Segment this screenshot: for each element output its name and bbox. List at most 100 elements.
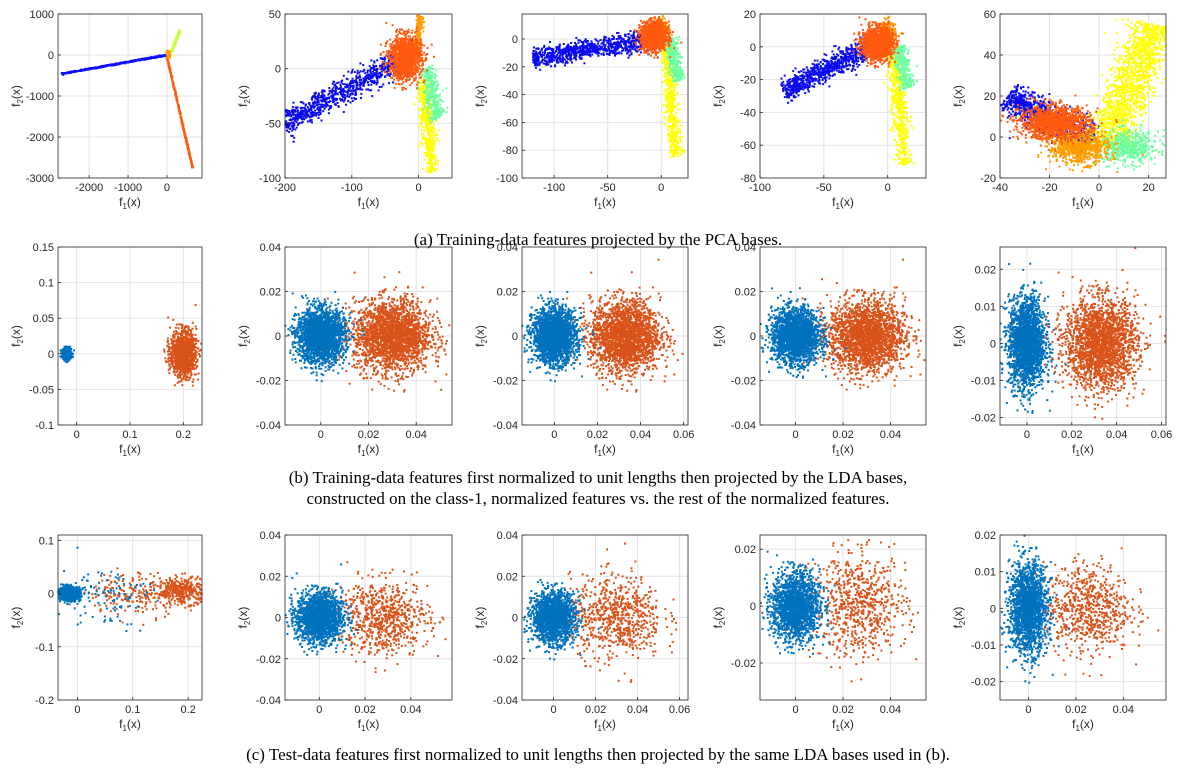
scatter-point	[373, 68, 376, 71]
scatter-point	[433, 81, 436, 83]
scatter-point	[292, 128, 295, 130]
scatter-point	[423, 79, 426, 82]
scatter-point	[169, 71, 172, 74]
scatter-point	[429, 159, 432, 162]
scatter-point	[294, 128, 297, 131]
scatter-point	[288, 114, 290, 117]
scatter-point	[369, 69, 372, 72]
scatter-point	[445, 111, 448, 114]
scatter-point	[320, 90, 323, 93]
scatter-point	[445, 87, 448, 90]
scatter-point	[189, 160, 192, 163]
scatter-point	[364, 78, 367, 81]
scatter-point	[351, 93, 354, 96]
scatter-point	[112, 63, 114, 66]
scatter-point	[387, 69, 390, 72]
scatter-point	[417, 48, 420, 51]
scatter-point	[412, 36, 415, 39]
scatter-point	[321, 95, 323, 98]
scatter-point	[575, 58, 578, 61]
scatter-point	[82, 69, 85, 72]
scatter-point	[298, 113, 301, 116]
scatter-point	[176, 36, 178, 39]
scatter-point	[167, 50, 170, 53]
scatter-point	[425, 101, 428, 104]
scatter-point	[434, 168, 437, 171]
scatter-point	[182, 127, 185, 130]
scatter-point	[414, 59, 417, 61]
scatter-point	[428, 72, 431, 75]
scatter-point	[416, 83, 418, 86]
scatter-point	[399, 28, 401, 31]
scatter-point	[331, 92, 334, 95]
scatter-point	[146, 57, 149, 60]
scatter-point	[424, 158, 427, 161]
scatter-point	[599, 39, 602, 41]
scatter-point	[290, 134, 293, 137]
scatter-point	[428, 167, 431, 170]
scatter-point	[406, 45, 409, 48]
scatter-point	[435, 69, 438, 72]
scatter-point	[425, 59, 428, 61]
scatter-point	[401, 61, 403, 64]
scatter-point	[563, 64, 566, 67]
scatter-point	[422, 108, 425, 111]
scatter-point	[311, 98, 314, 101]
scatter-point	[419, 86, 422, 89]
scatter-point	[436, 137, 439, 140]
scatter-point	[289, 127, 292, 130]
scatter-point	[400, 77, 403, 80]
scatter-point	[315, 114, 318, 117]
scatter-point	[376, 79, 379, 82]
scatter-point	[338, 91, 341, 94]
y-tick-label: -3000	[26, 173, 54, 185]
scatter-point	[91, 67, 94, 70]
scatter-point	[416, 41, 419, 44]
scatter-point	[304, 104, 307, 107]
scatter-point	[409, 37, 412, 40]
scatter-point	[170, 76, 173, 79]
scatter-point	[543, 54, 545, 57]
scatter-point	[305, 113, 308, 116]
scatter-point	[351, 85, 353, 88]
scatter-point	[409, 48, 411, 51]
scatter-point	[296, 123, 299, 126]
scatter-point	[320, 119, 323, 122]
scatter-point	[435, 117, 438, 120]
scatter-point	[432, 133, 435, 136]
y-tick-label: 0	[48, 50, 54, 62]
scatter-point	[359, 70, 362, 73]
scatter-point	[178, 29, 181, 32]
scatter-point	[580, 57, 583, 60]
scatter-point	[404, 79, 407, 81]
scatter-point	[107, 64, 110, 67]
scatter-point	[437, 112, 440, 115]
scatter-point	[351, 77, 354, 80]
scatter-point	[178, 109, 181, 112]
scatter-point	[385, 72, 388, 75]
scatter-point	[409, 84, 412, 87]
scatter-point	[387, 63, 390, 66]
scatter-point	[349, 85, 352, 88]
scatter-point	[396, 33, 399, 36]
scatter-point	[547, 63, 550, 66]
scatter-point	[403, 38, 405, 40]
scatter-point	[123, 61, 125, 64]
scatter-point	[433, 108, 436, 111]
scatter-point	[335, 99, 338, 102]
scatter-point	[425, 145, 428, 148]
scatter-point	[292, 121, 295, 124]
scatter-point	[410, 75, 413, 78]
scatter-point	[402, 81, 405, 84]
scatter-point	[393, 69, 395, 72]
scatter-point	[441, 100, 444, 103]
scatter-point	[425, 90, 428, 93]
scatter-point	[288, 130, 291, 133]
scatter-point	[385, 50, 388, 53]
scatter-point	[296, 109, 299, 112]
scatter-point	[399, 56, 402, 58]
scatter-point	[421, 132, 424, 135]
scatter-point	[411, 82, 413, 85]
scatter-point	[300, 112, 303, 115]
